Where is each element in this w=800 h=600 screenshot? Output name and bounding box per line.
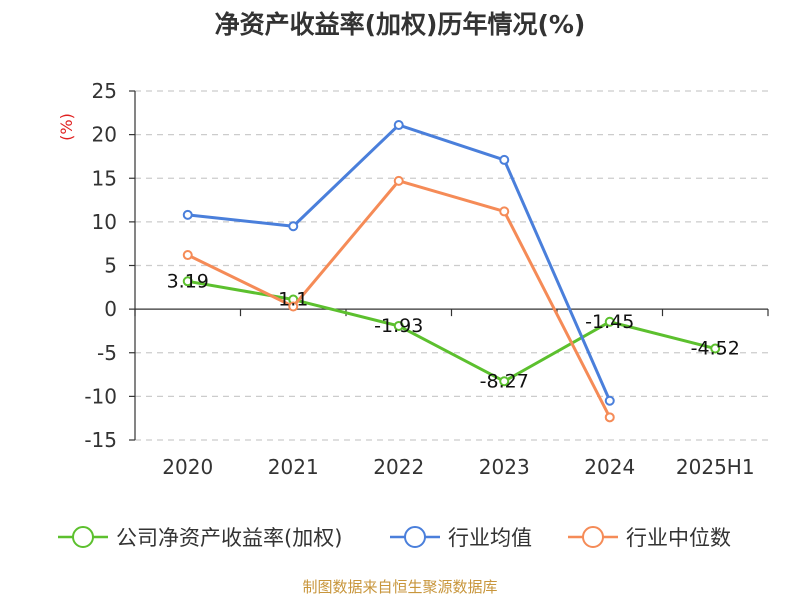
data-point [393,120,404,131]
series-line-2 [187,179,612,418]
y-axis-label: (%) [57,113,76,141]
y-tick-label: 5 [104,254,117,278]
data-labels: 3.19 1.1 -1.93 -8.27 -1.45 -4.52 [167,270,740,392]
data-point [499,376,510,387]
x-tick-label: 2023 [479,455,530,479]
y-tick-label: -15 [84,428,117,452]
data-point [182,209,193,220]
data-point [604,412,615,423]
data-point [182,250,193,261]
y-tick-label: 0 [104,297,117,321]
x-tick-label: 2022 [373,455,424,479]
data-point [499,206,510,217]
series-line-1 [187,123,612,402]
data-point [604,395,615,406]
data-point [604,316,615,327]
data-label: -4.52 [691,338,740,360]
legend-marker [72,526,94,548]
x-tick-label: 2024 [584,455,635,479]
y-tick-label: 20 [92,123,117,147]
x-tick-label: 2020 [162,455,213,479]
chart-title: 净资产收益率(加权)历年情况(%) [215,10,586,39]
data-point [288,301,299,312]
y-tick-label: -5 [97,341,117,365]
axes [129,90,769,441]
data-point [499,154,510,165]
data-label: 3.19 [167,270,209,292]
x-tick-label: 2021 [268,455,319,479]
y-tick-label: 25 [92,79,117,103]
data-label: -8.27 [480,370,529,392]
data-label: -1.93 [374,315,423,337]
legend: 公司净资产收益率(加权) 行业均值 行业中位数 [58,526,731,550]
data-label: -1.45 [585,311,634,333]
data-point [393,320,404,331]
series-lines [182,120,721,423]
y-tick-label: -10 [84,384,117,408]
legend-label: 行业中位数 [626,526,731,550]
series-line-0 [187,279,716,383]
data-point [288,221,299,232]
data-point [710,343,721,354]
legend-label: 行业均值 [448,526,532,550]
y-tick-label: 10 [92,210,117,234]
legend-marker [404,526,426,548]
legend-marker [582,526,604,548]
data-point [393,175,404,186]
source-note: 制图数据来自恒生聚源数据库 [302,578,497,596]
data-point [182,276,193,287]
legend-label: 公司净资产收益率(加权) [116,526,342,550]
tick-labels: 25 20 15 10 5 0 -5 -10 -15 2020 2021 2022 2023 2024 20… [84,79,754,479]
data-label: 1.1 [278,289,308,311]
x-tick-label: 2025H1 [676,455,755,479]
y-tick-label: 15 [92,166,117,190]
